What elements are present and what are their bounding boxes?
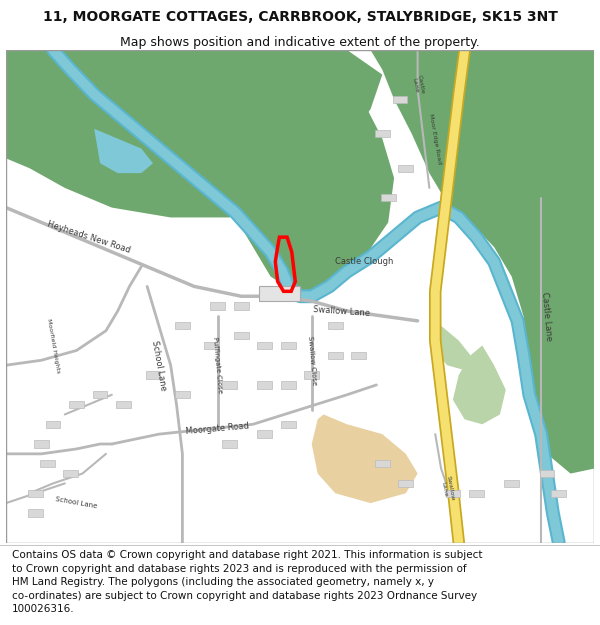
Bar: [281, 381, 296, 389]
Bar: [234, 332, 248, 339]
Bar: [205, 342, 219, 349]
Bar: [28, 489, 43, 497]
Text: Swallow Lane: Swallow Lane: [313, 304, 370, 318]
Polygon shape: [359, 50, 594, 474]
Bar: [328, 352, 343, 359]
Bar: [328, 322, 343, 329]
Bar: [398, 164, 413, 172]
Bar: [375, 130, 389, 138]
Bar: [222, 440, 237, 448]
Bar: [28, 509, 43, 517]
Text: Contains OS data © Crown copyright and database right 2021. This information is : Contains OS data © Crown copyright and d…: [12, 550, 482, 614]
Bar: [34, 440, 49, 448]
Text: Swallow Close: Swallow Close: [307, 336, 317, 385]
Text: Castle
Lane: Castle Lane: [410, 74, 425, 95]
Bar: [234, 302, 248, 310]
Bar: [40, 460, 55, 468]
Bar: [469, 489, 484, 497]
Bar: [304, 371, 319, 379]
Polygon shape: [453, 346, 506, 424]
Bar: [398, 480, 413, 487]
Bar: [46, 421, 61, 428]
Text: Heyheads New Road: Heyheads New Road: [46, 219, 131, 255]
Bar: [257, 381, 272, 389]
Bar: [257, 342, 272, 349]
Bar: [175, 391, 190, 399]
Bar: [257, 431, 272, 438]
Bar: [64, 470, 78, 478]
Bar: [352, 352, 366, 359]
Bar: [281, 421, 296, 428]
Bar: [116, 401, 131, 408]
Text: 11, MOORGATE COTTAGES, CARRBROOK, STALYBRIDGE, SK15 3NT: 11, MOORGATE COTTAGES, CARRBROOK, STALYB…: [43, 10, 557, 24]
Bar: [381, 194, 395, 201]
Text: Castle Lane: Castle Lane: [541, 291, 554, 341]
Bar: [175, 322, 190, 329]
Bar: [446, 489, 460, 497]
Bar: [222, 381, 237, 389]
Polygon shape: [241, 94, 394, 291]
Bar: [281, 342, 296, 349]
Text: Map shows position and indicative extent of the property.: Map shows position and indicative extent…: [120, 36, 480, 49]
Text: School Lane: School Lane: [55, 496, 98, 510]
Bar: [551, 489, 566, 497]
Bar: [539, 470, 554, 478]
Bar: [211, 302, 225, 310]
Bar: [69, 401, 84, 408]
Text: Puffingate Close: Puffingate Close: [212, 337, 223, 394]
Polygon shape: [94, 129, 153, 173]
Bar: [146, 371, 160, 379]
Polygon shape: [312, 414, 418, 503]
Bar: [505, 480, 519, 487]
Text: Moorgate Road: Moorgate Road: [185, 422, 250, 436]
Text: Swallow
Lane: Swallow Lane: [439, 475, 455, 502]
Bar: [93, 391, 107, 399]
Text: Moor Edge Road: Moor Edge Road: [428, 113, 442, 164]
Text: Castle Clough: Castle Clough: [335, 258, 394, 266]
Polygon shape: [259, 286, 300, 301]
Polygon shape: [435, 326, 470, 370]
Text: School Lane: School Lane: [150, 339, 168, 391]
Text: Moorfield Heights: Moorfield Heights: [46, 318, 61, 373]
Bar: [375, 460, 389, 468]
Polygon shape: [6, 50, 382, 217]
Bar: [392, 96, 407, 103]
